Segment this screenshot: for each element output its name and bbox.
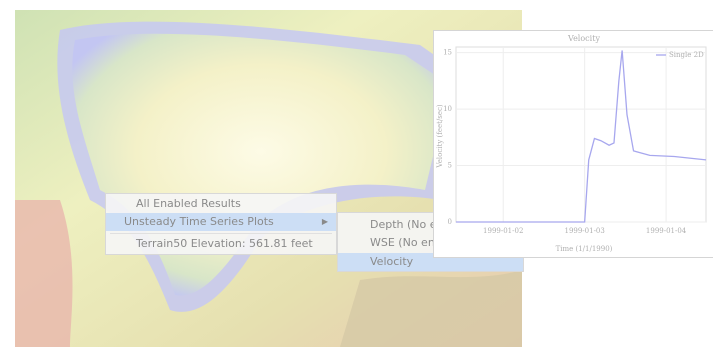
plot-window: Velocity Velocity (feet/sec) Time (1/1/1…	[433, 30, 713, 258]
y-tick-label: 0	[448, 218, 452, 226]
screen: All Enabled Results Unsteady Time Series…	[0, 0, 713, 347]
submenu-arrow: ▶	[322, 213, 328, 231]
legend-label: Single 2D	[669, 51, 704, 59]
menu-item[interactable]: Terrain50 Elevation: 561.81 feet	[106, 235, 336, 253]
terrain-ridge	[340, 270, 522, 347]
terrain-high	[15, 200, 73, 347]
x-tick-label: 1999-01-03	[564, 227, 604, 235]
separator	[110, 233, 332, 234]
x-axis-label: Time (1/1/1990)	[556, 245, 613, 253]
context-menu: All Enabled Results Unsteady Time Series…	[105, 193, 337, 255]
data-line	[456, 50, 706, 222]
plot-title: Velocity	[567, 34, 600, 43]
menu-item[interactable]: Unsteady Time Series Plots ▶	[106, 213, 336, 231]
y-tick-label: 10	[443, 105, 452, 113]
menu-item-label: Unsteady Time Series Plots	[124, 215, 274, 228]
plot-area	[456, 47, 706, 222]
y-tick-label: 15	[443, 49, 452, 57]
x-tick-label: 1999-01-02	[483, 227, 523, 235]
menu-item[interactable]: All Enabled Results	[106, 195, 336, 213]
plot: Velocity Velocity (feet/sec) Time (1/1/1…	[434, 31, 713, 257]
y-tick-label: 5	[448, 162, 452, 170]
y-axis-label: Velocity (feet/sec)	[436, 104, 444, 169]
x-tick-label: 1999-01-04	[646, 227, 687, 235]
